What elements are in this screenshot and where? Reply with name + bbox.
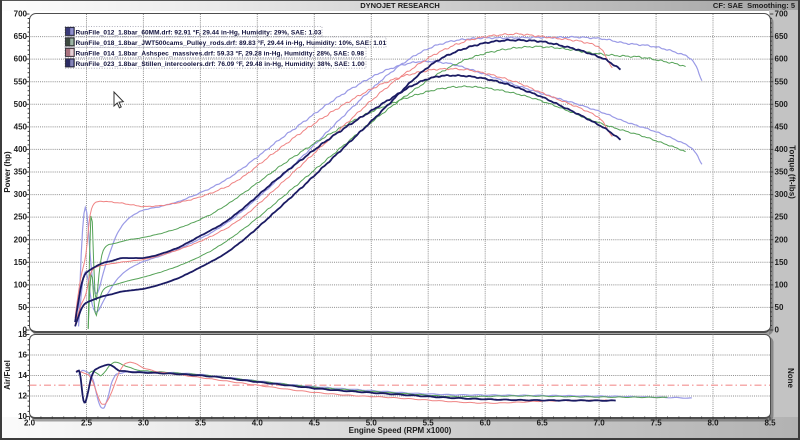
svg-text:18: 18 [18, 330, 27, 339]
svg-text:100: 100 [14, 281, 28, 290]
svg-text:300: 300 [14, 190, 28, 199]
svg-text:550: 550 [775, 77, 789, 86]
svg-text:None: None [786, 368, 795, 389]
svg-text:350: 350 [775, 168, 789, 177]
svg-text:450: 450 [775, 123, 789, 132]
svg-text:50: 50 [775, 303, 784, 312]
svg-text:16: 16 [18, 351, 27, 360]
svg-text:200: 200 [775, 235, 789, 244]
svg-text:10: 10 [18, 412, 27, 421]
svg-text:0: 0 [23, 326, 28, 335]
svg-text:300: 300 [775, 190, 789, 199]
svg-text:150: 150 [775, 258, 789, 267]
svg-text:RunFile_014_1.8bar_Ashspec_mas: RunFile_014_1.8bar_Ashspec_massives.drf:… [76, 49, 365, 57]
svg-text:250: 250 [14, 213, 28, 222]
svg-text:Power (hp): Power (hp) [3, 151, 12, 193]
svg-text:3.0: 3.0 [138, 419, 150, 428]
svg-text:6.5: 6.5 [537, 419, 549, 428]
svg-text:200: 200 [14, 235, 28, 244]
svg-text:0: 0 [775, 326, 780, 335]
svg-text:350: 350 [14, 168, 28, 177]
svg-text:600: 600 [14, 55, 28, 64]
svg-text:700: 700 [14, 10, 28, 19]
svg-text:5.5: 5.5 [423, 419, 435, 428]
svg-text:Engine Speed (RPM x1000): Engine Speed (RPM x1000) [349, 426, 452, 435]
svg-text:14: 14 [18, 371, 27, 380]
svg-text:2.5: 2.5 [81, 419, 93, 428]
svg-text:500: 500 [14, 100, 28, 109]
svg-text:RunFile_023_1.8bar_Stillen_int: RunFile_023_1.8bar_Stillen_intercoolers.… [76, 60, 365, 68]
svg-text:500: 500 [775, 100, 789, 109]
svg-text:7.5: 7.5 [651, 419, 663, 428]
svg-text:100: 100 [775, 281, 789, 290]
svg-text:CF: SAE Smoothing: 5: CF: SAE Smoothing: 5 [713, 1, 795, 10]
svg-text:RunFile_018_1.8bar_JWT500cams_: RunFile_018_1.8bar_JWT500cams_Pulley_rod… [76, 39, 387, 47]
svg-text:6.0: 6.0 [480, 419, 492, 428]
svg-text:Torque (ft-lbs): Torque (ft-lbs) [788, 145, 797, 199]
svg-text:12: 12 [18, 392, 27, 401]
svg-text:4.0: 4.0 [252, 419, 264, 428]
svg-text:250: 250 [775, 213, 789, 222]
svg-text:550: 550 [14, 77, 28, 86]
svg-text:4.5: 4.5 [309, 419, 321, 428]
svg-text:400: 400 [14, 145, 28, 154]
svg-text:RunFile_012_1.8bar_60MM.drf: 9: RunFile_012_1.8bar_60MM.drf: 92.91 °F, 2… [76, 28, 322, 36]
svg-text:3.5: 3.5 [195, 419, 207, 428]
svg-text:700: 700 [775, 10, 789, 19]
svg-text:7.0: 7.0 [594, 419, 606, 428]
svg-text:400: 400 [775, 145, 789, 154]
svg-text:50: 50 [18, 303, 27, 312]
svg-text:650: 650 [775, 32, 789, 41]
svg-text:8.0: 8.0 [707, 419, 719, 428]
svg-text:Air/Fuel: Air/Fuel [3, 360, 12, 390]
svg-text:650: 650 [14, 32, 28, 41]
svg-text:150: 150 [14, 258, 28, 267]
svg-text:2.0: 2.0 [24, 419, 36, 428]
svg-text:5.0: 5.0 [366, 419, 378, 428]
svg-text:8.5: 8.5 [764, 419, 776, 428]
svg-text:600: 600 [775, 55, 789, 64]
svg-text:DYNOJET RESEARCH: DYNOJET RESEARCH [360, 1, 440, 10]
svg-text:450: 450 [14, 123, 28, 132]
